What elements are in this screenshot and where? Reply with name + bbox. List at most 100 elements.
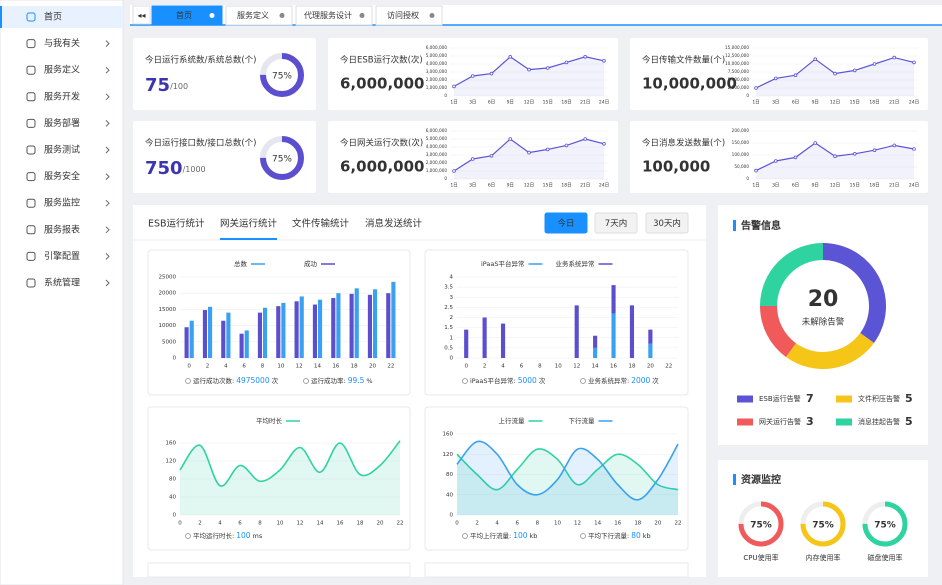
menu-icon [26,39,36,49]
line-point [583,54,588,59]
tab[interactable] [375,5,443,26]
bar [294,301,299,358]
y-tick-label: 6,000,000 [426,45,448,50]
range-button[interactable] [594,212,638,234]
stats-tab[interactable]: 文件传输统计 [292,218,350,230]
line-area [180,440,400,515]
chart-box [424,249,689,396]
legend-label: iPaaS平台异常 [481,259,525,268]
x-tick-label: 4 [501,364,505,370]
x-tick-label: 22 [397,521,404,527]
menu-item[interactable]: 系统管理 [44,277,80,289]
footer-value: 80 [631,531,641,540]
bar [331,298,336,358]
line-point [793,155,798,160]
menu-chevron [105,40,110,47]
menu-item[interactable]: 服务监控 [44,197,80,209]
footer-text: 平均运行时长: 100 ms [193,531,263,540]
y-tick-label: 100,000 [732,152,750,157]
sidebar [0,0,124,585]
tab-label: 服务定义 [237,10,269,20]
y-tick-label: 5,000,000 [728,77,750,82]
footer-text: 业务系统异常: 2000 次 [588,376,659,385]
x-tick-label: 6 [516,521,520,527]
x-tick-label: 21日 [889,183,899,189]
menu-item[interactable]: 服务测试 [44,144,80,156]
card-value: 6,000,000 [340,75,424,93]
line-point [545,147,550,152]
line-point [852,68,857,73]
footer-label: 平均下行流量: [588,531,629,540]
tab-close[interactable] [209,13,215,18]
bar [208,306,213,358]
menu-chevron [105,253,110,260]
x-tick-label: 0 [178,521,182,527]
bar [391,281,396,358]
line-point [470,74,475,78]
x-tick-label: 24日 [599,100,609,106]
bar [373,289,378,358]
chart-box [424,406,689,551]
x-tick-label: 18 [357,521,364,527]
range-button[interactable] [645,212,689,234]
bar [500,323,506,358]
footer-label: 运行成功次数: [193,376,234,385]
stats-tab[interactable]: 网关运行统计 [220,218,278,230]
x-tick-label: 4 [218,521,222,527]
x-tick-label: 8 [258,521,262,527]
y-tick-label: 2,000,000 [426,77,448,82]
tab[interactable] [225,5,293,26]
x-tick-label: 15日 [543,100,553,106]
legend-label: 文件积压告警 [858,394,900,403]
x-tick-label: 18日 [869,183,879,189]
menu-item[interactable]: 服务定义 [44,64,80,76]
line-area [457,448,678,515]
footer-value: 4975000 [236,376,270,385]
legend-value: 7 [806,392,814,405]
menu-icon [26,172,36,182]
bar [184,327,189,358]
stat-card [630,121,928,193]
menu-icon [26,198,36,208]
bar [226,312,231,358]
menu-item[interactable]: 服务报表 [44,223,80,235]
x-tick-label: 18 [634,521,641,527]
gauge-arc [260,53,304,97]
card-title: 今日运行接口数/接口总数(个) [145,138,257,149]
resources-panel [718,460,928,577]
x-tick-label: 15日 [850,183,860,189]
x-tick-label: 14 [592,364,599,370]
y-tick-label: 25000 [159,275,177,281]
resource-label: 75% [874,521,896,531]
tab[interactable] [151,5,223,26]
x-tick-label: 3日 [469,183,476,189]
menu-item[interactable]: 服务部署 [44,117,80,129]
sidebar-active-bar [0,6,2,28]
menu-item[interactable]: 引擎配置 [44,250,80,262]
tab-close[interactable] [279,13,285,18]
card-value: 100,000 [642,158,710,176]
range-button[interactable] [544,212,588,234]
line-point [489,154,494,158]
resource-label: 75% [750,521,772,531]
line-point [852,152,857,156]
tab[interactable] [295,5,373,26]
menu-item[interactable]: 服务安全 [44,170,80,182]
stats-tab[interactable]: ESB运行统计 [148,218,205,230]
x-tick-label: 18日 [869,100,879,106]
footer-text: iPaaS平台异常: 5000 次 [470,376,546,385]
menu-item[interactable]: 首页 [44,11,62,23]
tab-close[interactable] [429,13,435,18]
tab-scroll-icon: ◂◂ [137,11,145,20]
menu-item[interactable]: 与我有关 [44,37,80,49]
legend-value: 5 [905,392,913,405]
y-tick-label: 120 [443,452,454,458]
tab-close[interactable] [359,13,365,18]
resource-arc [862,501,908,547]
y-tick-label: 3 [450,295,454,301]
stats-tab[interactable]: 消息发送统计 [365,218,423,230]
menu-item[interactable]: 服务开发 [44,90,80,102]
x-tick-label: 24日 [599,183,609,189]
tab-scroll-button[interactable] [132,5,151,25]
bar [312,304,317,358]
